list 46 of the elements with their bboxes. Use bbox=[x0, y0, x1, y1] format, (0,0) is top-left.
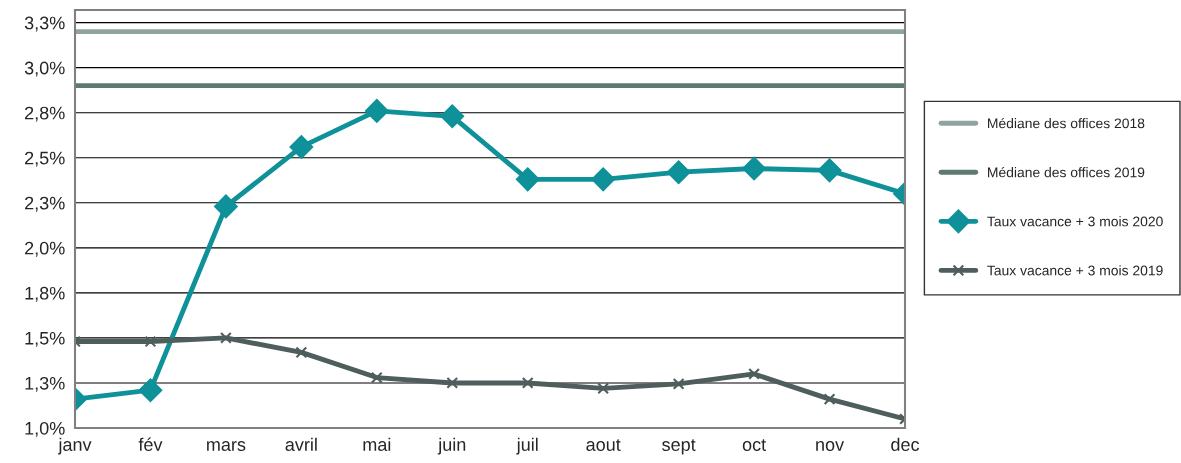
y-tick-label: 2,3% bbox=[25, 196, 65, 212]
x-tick-label: oct bbox=[742, 439, 766, 451]
point bbox=[446, 377, 459, 389]
y-tick-label: 1,0% bbox=[25, 421, 65, 437]
point bbox=[144, 335, 157, 348]
x-tick-label: janv bbox=[58, 437, 92, 455]
legend-label: Taux vacance + 3 mois 2019 bbox=[987, 265, 1163, 276]
point bbox=[220, 332, 232, 344]
point bbox=[515, 167, 540, 192]
point bbox=[817, 158, 842, 183]
point bbox=[295, 346, 308, 359]
point bbox=[289, 135, 314, 159]
point bbox=[138, 378, 163, 403]
y-tick-label: 2,8% bbox=[25, 106, 65, 122]
y-tick-label: 1,8% bbox=[25, 286, 65, 302]
point bbox=[440, 104, 465, 129]
point bbox=[742, 156, 766, 181]
point bbox=[666, 160, 691, 184]
y-tick-label: 3,3% bbox=[24, 16, 65, 32]
y-tick-label: 1,3% bbox=[25, 376, 65, 392]
x-tick-label: mai bbox=[363, 437, 391, 451]
point bbox=[597, 382, 610, 395]
y-tick-label: 2,5% bbox=[25, 151, 65, 167]
legend-label: Médiane des offices 2019 bbox=[988, 166, 1145, 178]
point bbox=[364, 99, 389, 123]
legend-label: Taux vacance + 3 mois 2020 bbox=[987, 216, 1163, 227]
y-tick-label: 2,0% bbox=[25, 241, 65, 257]
point bbox=[591, 167, 616, 192]
x-tick-label: mars bbox=[207, 441, 246, 451]
x-tick-label: dec bbox=[891, 437, 920, 451]
point bbox=[521, 377, 534, 389]
point bbox=[370, 371, 383, 384]
x-tick-label: aout bbox=[586, 439, 621, 451]
x-tick-label: juin bbox=[437, 437, 466, 455]
x-tick-label: juil bbox=[516, 437, 538, 455]
y-tick-label: 3,0% bbox=[24, 61, 65, 77]
x-tick-label: fév bbox=[138, 437, 163, 451]
x-tick-label: avril bbox=[285, 437, 317, 451]
x-tick-label: nov bbox=[816, 441, 845, 451]
x-tick-label: sept bbox=[662, 439, 696, 455]
y-tick-label: 1,5% bbox=[25, 331, 65, 347]
point bbox=[672, 377, 685, 390]
point bbox=[214, 194, 238, 219]
legend-label: Médiane des offices 2018 bbox=[988, 117, 1145, 129]
point bbox=[748, 368, 760, 380]
point bbox=[823, 393, 836, 406]
